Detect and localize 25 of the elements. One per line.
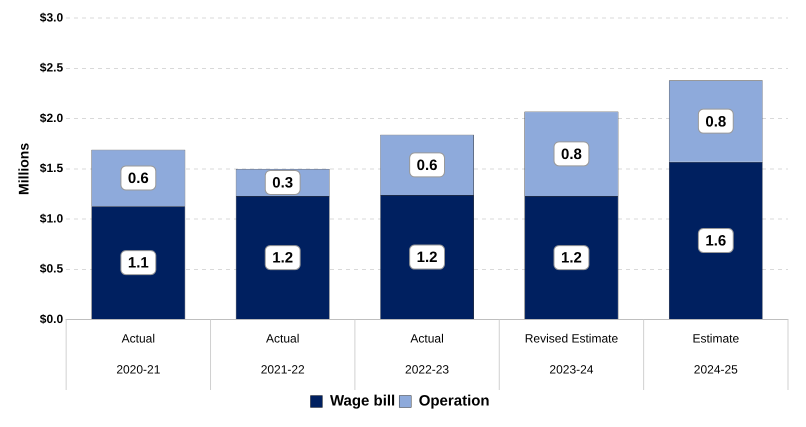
- y-tick-label: $1.0: [40, 211, 64, 226]
- category-label: Actual 2022-23: [405, 332, 450, 377]
- data-label: 1.2: [561, 250, 582, 267]
- data-label: 0.8: [705, 113, 726, 130]
- data-label: 0.8: [561, 146, 582, 163]
- y-tick-label: $2.5: [40, 60, 64, 75]
- category-label: Estimate 2024-25: [692, 332, 740, 377]
- data-label: 0.6: [128, 170, 149, 188]
- y-axis-title: Millions: [15, 142, 32, 195]
- category-label: Actual 2021-22: [260, 332, 305, 377]
- data-label: 1.6: [705, 232, 726, 250]
- legend-label: Wage bill: [330, 392, 396, 410]
- legend-label: Operation: [418, 392, 490, 410]
- y-tick-label: $0.5: [40, 262, 64, 276]
- y-tick-label: $0.0: [40, 312, 64, 326]
- data-label: 0.6: [416, 157, 438, 174]
- y-tick-label: $2.0: [40, 110, 64, 125]
- category-label: Actual 2020-21: [116, 332, 160, 377]
- data-label: 1.2: [272, 250, 294, 267]
- data-label: 1.2: [416, 249, 438, 266]
- y-tick-label: $1.5: [40, 161, 64, 176]
- data-label: 0.3: [272, 174, 294, 192]
- data-label: 1.1: [128, 254, 149, 272]
- category-label: Revised Estimate 2023-24: [524, 332, 618, 377]
- y-tick-label: $3.0: [40, 10, 64, 25]
